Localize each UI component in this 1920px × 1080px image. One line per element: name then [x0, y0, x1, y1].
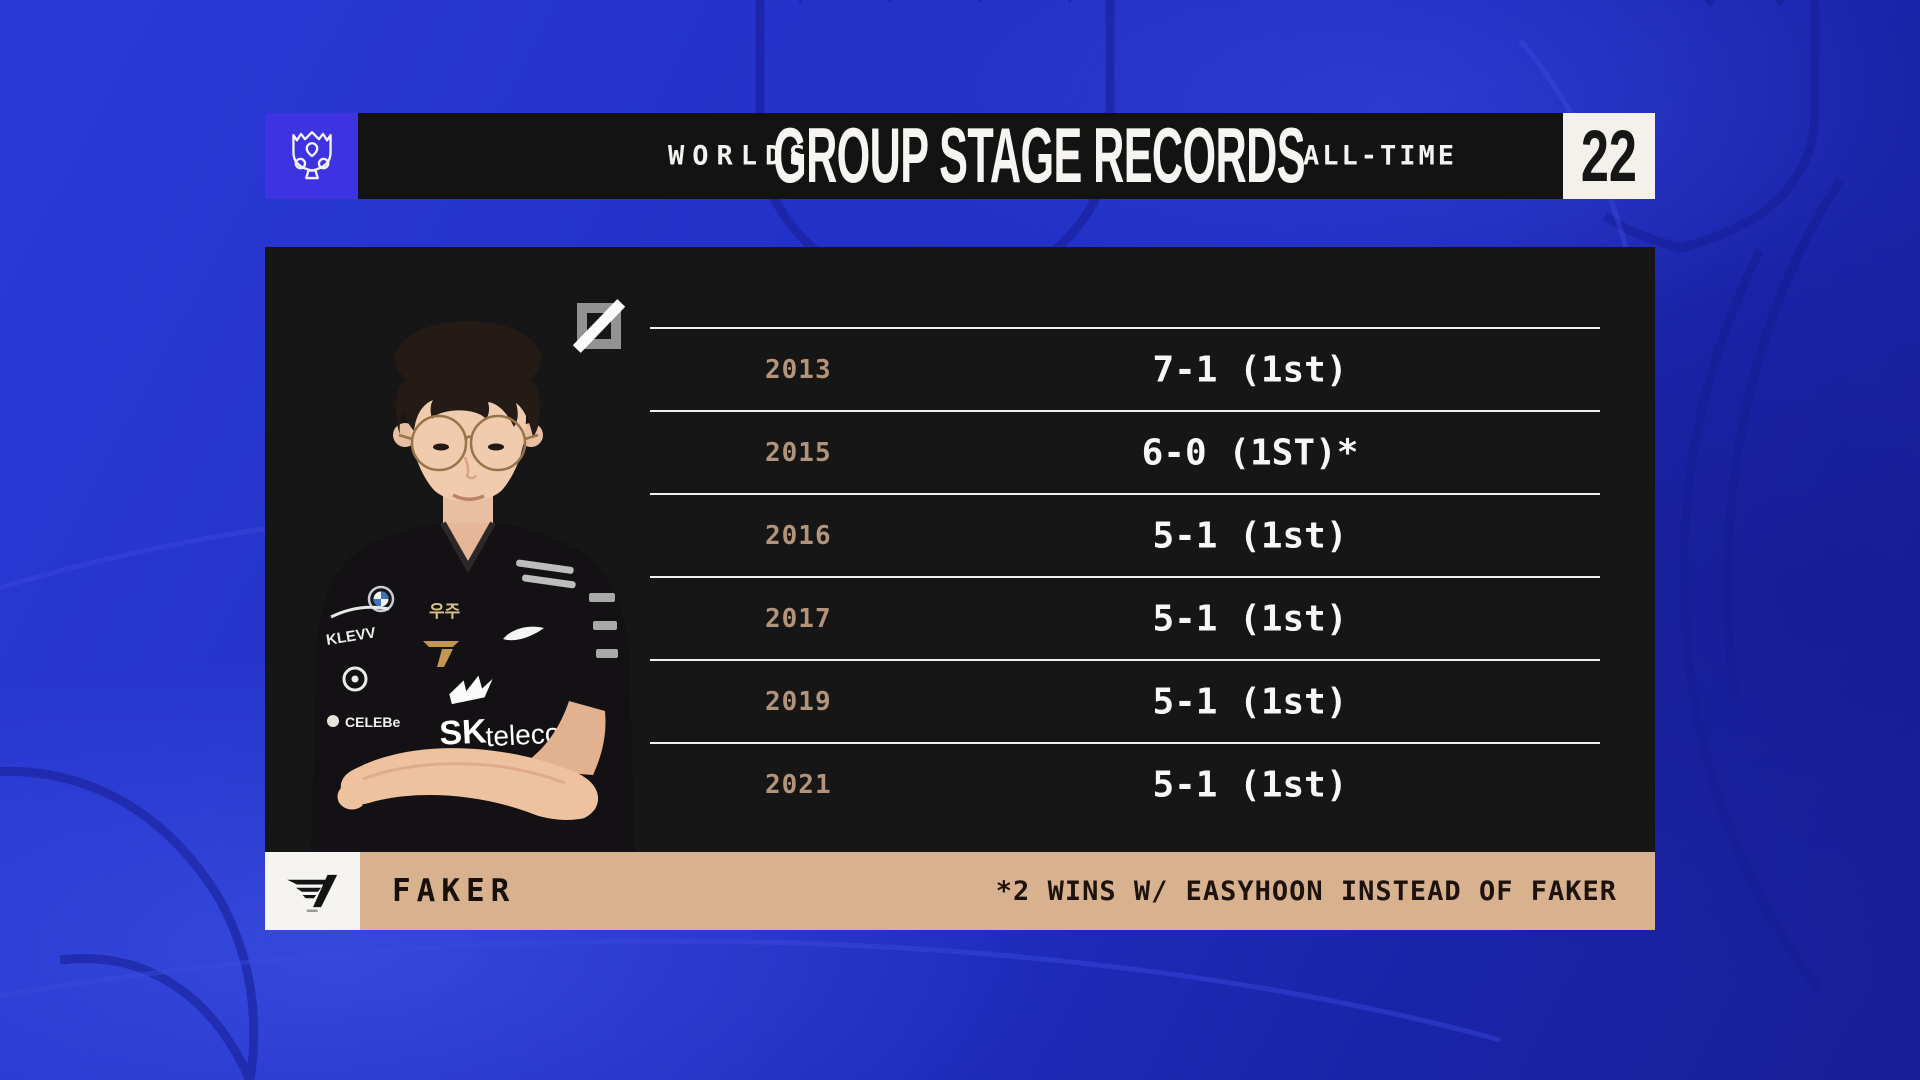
record-value: 5-1 (1st) — [1152, 681, 1348, 722]
footer-bar: FAKER *2 WINS W/ EASYHOON INSTEAD OF FAK… — [265, 852, 1655, 930]
worlds-logo-box — [265, 113, 358, 199]
year-label: 2017 — [765, 603, 832, 634]
faker-player-photo: KLEVV CELEBe 우주 — [311, 321, 635, 852]
slash-square-icon — [572, 299, 626, 353]
sk-label: SK — [438, 712, 488, 752]
record-value: 5-1 (1st) — [1152, 515, 1348, 556]
table-row: 2017 5-1 (1st) — [650, 576, 1600, 659]
table-row: 2019 5-1 (1st) — [650, 659, 1600, 742]
footer-tan-bar: FAKER *2 WINS W/ EASYHOON INSTEAD OF FAK… — [360, 852, 1655, 930]
records-table: 2013 7-1 (1st) 2015 6-0 (1ST)* 2016 5-1 … — [650, 327, 1600, 825]
table-row: 2015 6-0 (1ST)* — [650, 410, 1600, 493]
t1-logo-box — [265, 852, 360, 930]
stats-card: 2013 7-1 (1st) 2015 6-0 (1ST)* 2016 5-1 … — [265, 247, 1655, 852]
player-head — [393, 321, 543, 501]
bmw-roundel-icon — [367, 585, 395, 613]
record-value: 5-1 (1st) — [1152, 764, 1348, 805]
table-row: 2021 5-1 (1st) — [650, 742, 1600, 825]
kicker-worlds: WORLDS — [668, 140, 814, 172]
sleeve-patch-marks — [589, 593, 618, 658]
t1-gold-icon — [423, 641, 459, 667]
kicker-all-time: ALL-TIME — [1303, 140, 1458, 172]
celebe-icon — [327, 715, 339, 727]
year-label: 2019 — [765, 686, 832, 717]
steelseries-icon — [342, 666, 368, 692]
table-row: 2013 7-1 (1st) — [650, 327, 1600, 410]
nike-swoosh-icon — [503, 626, 544, 641]
episode-number-box: 22 — [1563, 113, 1655, 199]
summoners-cup-icon — [291, 131, 332, 180]
record-value: 5-1 (1st) — [1152, 598, 1348, 639]
record-value: 6-0 (1ST)* — [1141, 432, 1359, 473]
table-row: 2016 5-1 (1st) — [650, 493, 1600, 576]
year-label: 2016 — [765, 520, 832, 551]
header-bar: WORLDS GROUP STAGE RECORDS ALL-TIME 22 — [265, 113, 1655, 199]
year-label: 2013 — [765, 354, 832, 385]
player-name-label: FAKER — [392, 873, 516, 909]
glasses-icon — [398, 414, 539, 472]
korean-chest-label: 우주 — [429, 602, 461, 622]
t1-logo-icon — [286, 874, 337, 912]
page-title: GROUP STAGE RECORDS — [773, 112, 1305, 200]
record-value: 7-1 (1st) — [1152, 349, 1348, 390]
shoulder-text-marks — [516, 559, 576, 589]
header-title-area: WORLDS GROUP STAGE RECORDS ALL-TIME — [358, 113, 1563, 199]
year-label: 2021 — [765, 769, 832, 800]
footnote-text: *2 WINS W/ EASYHOON INSTEAD OF FAKER — [995, 875, 1617, 907]
crossed-arms — [311, 701, 623, 852]
year-label: 2015 — [765, 437, 832, 468]
episode-number: 22 — [1580, 115, 1638, 197]
celebe-sponsor-label: CELEBe — [345, 714, 400, 730]
jersey-sponsor-patches: KLEVV CELEBe 우주 — [325, 559, 618, 753]
